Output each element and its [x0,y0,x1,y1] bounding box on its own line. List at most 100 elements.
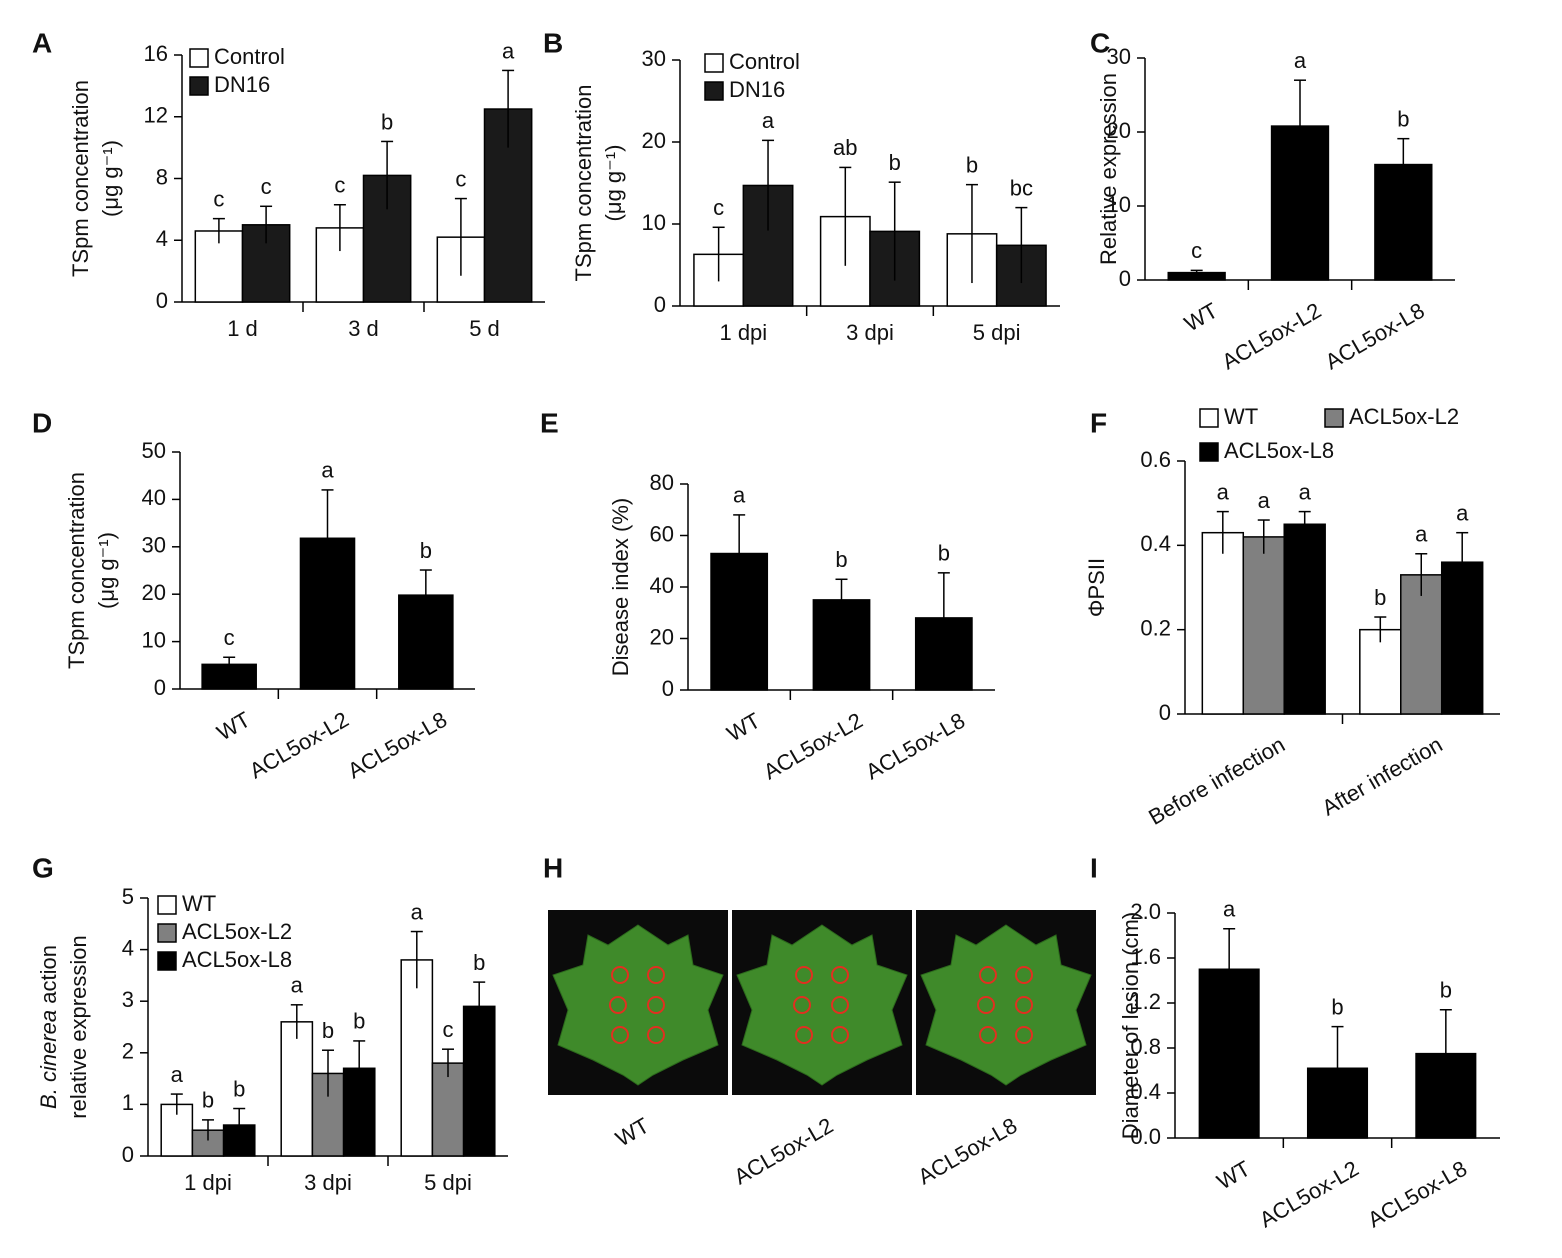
y-tick-label: 0.4 [1140,531,1171,556]
leaf [552,924,724,1086]
significance-label: c [443,1017,454,1042]
significance-label: a [502,38,515,63]
lesion-circle [1015,966,1033,984]
error-bar [290,1004,303,1039]
y-axis-label: relative expression [66,935,91,1118]
y-axis-label-italic: B. cinerea [36,1010,61,1109]
x-tick-label: 1 dpi [184,1170,232,1195]
x-tick-label: 3 dpi [846,320,894,345]
error-bar [233,1107,246,1142]
panel-letter: H [543,852,563,883]
error-bar [937,572,950,663]
x-tick-label: Before infection [1144,732,1289,830]
bar [400,959,434,1157]
error-bar [1298,510,1311,537]
error-bar [1331,1025,1344,1110]
error-bar [454,197,467,276]
error-bar [353,1040,366,1096]
x-tick-label: WT [1180,298,1222,337]
panel-letter: D [32,407,52,438]
error-bar [835,578,848,621]
x-tick-label: 3 d [348,316,379,341]
significance-label: ab [833,135,857,160]
x-tick-label: ACL5ox-L2 [1218,298,1326,375]
significance-label: a [321,458,334,483]
error-bar [1415,553,1428,596]
error-bar [381,140,394,210]
significance-label: b [1397,106,1409,131]
y-tick-label: 30 [642,46,666,71]
significance-label: c [261,174,272,199]
error-bar [712,226,725,282]
error-bar [965,183,978,284]
error-bar [502,69,515,148]
y-tick-label: 10 [1107,192,1131,217]
y-tick-label: 0 [1119,266,1131,291]
panel-letter: E [540,407,559,438]
y-tick-label: 0 [654,292,666,317]
significance-label: a [1258,488,1271,513]
lesion-circle [795,966,813,984]
x-tick-label: 1 dpi [719,320,767,345]
leaf-photo [548,910,728,1095]
x-tick-label: ACL5ox-L8 [343,707,451,784]
lesion-circle [831,966,849,984]
y-tick-label: 20 [642,128,666,153]
legend-swatch [157,951,177,971]
leaf [736,924,908,1086]
y-tick-label: 2 [122,1039,134,1064]
y-axis-label: Disease index (%) [608,498,633,677]
y-tick-label: 40 [142,485,166,510]
legend-swatch [1324,408,1344,428]
x-tick-label: ACL5ox-L2 [1255,1156,1363,1233]
y-tick-label: 0.0 [1130,1124,1161,1149]
error-bar [1257,519,1270,554]
significance-label: b [889,150,901,175]
leaf [920,924,1092,1086]
photo-label: ACL5ox-L8 [914,1113,1022,1190]
legend-swatch [1199,442,1219,462]
legend-label: Control [214,44,285,69]
x-tick-label: 3 dpi [304,1170,352,1195]
legend-label: ACL5ox-L2 [1349,404,1459,429]
error-bar [202,1119,214,1141]
lesion-circle [793,996,811,1014]
photo-label: ACL5ox-L2 [730,1113,838,1190]
legend-label: ACL5ox-L2 [182,919,292,944]
error-bar [1216,510,1229,554]
bar [1359,628,1402,715]
significance-label: b [322,1018,334,1043]
y-tick-label: 20 [142,580,166,605]
y-tick-label: 16 [144,41,168,66]
significance-label: a [411,899,424,924]
y-tick-label: 30 [142,533,166,558]
y-tick-label: 0.4 [1130,1079,1161,1104]
lesion-circle [1015,996,1033,1014]
y-tick-label: 12 [144,103,168,128]
x-tick-label: ACL5ox-L8 [1321,298,1429,375]
legend-swatch [189,48,209,68]
y-tick-label: 4 [156,226,168,251]
y-tick-label: 40 [650,573,674,598]
y-axis-label: ΦPSII [1084,558,1109,617]
lesion-circle [977,996,995,1014]
significance-label: b [420,538,432,563]
error-bar [1456,531,1469,592]
error-bar [170,1093,183,1115]
legend-swatch [704,81,724,101]
x-tick-label: WT [722,708,764,747]
lesion-circle [611,1026,629,1044]
legend-label: WT [182,891,216,916]
significance-label: b [835,547,847,572]
significance-label: a [1223,897,1236,922]
significance-label: a [1456,500,1469,525]
y-axis-label-rest: action [36,945,61,1004]
error-bar [260,205,273,244]
error-bar [322,1049,334,1097]
y-tick-label: 20 [650,624,674,649]
y-tick-label: 50 [142,438,166,463]
x-tick-label: WT [1212,1156,1254,1195]
legend-swatch [189,76,209,96]
x-tick-label: WT [212,707,254,746]
significance-label: b [353,1009,365,1034]
